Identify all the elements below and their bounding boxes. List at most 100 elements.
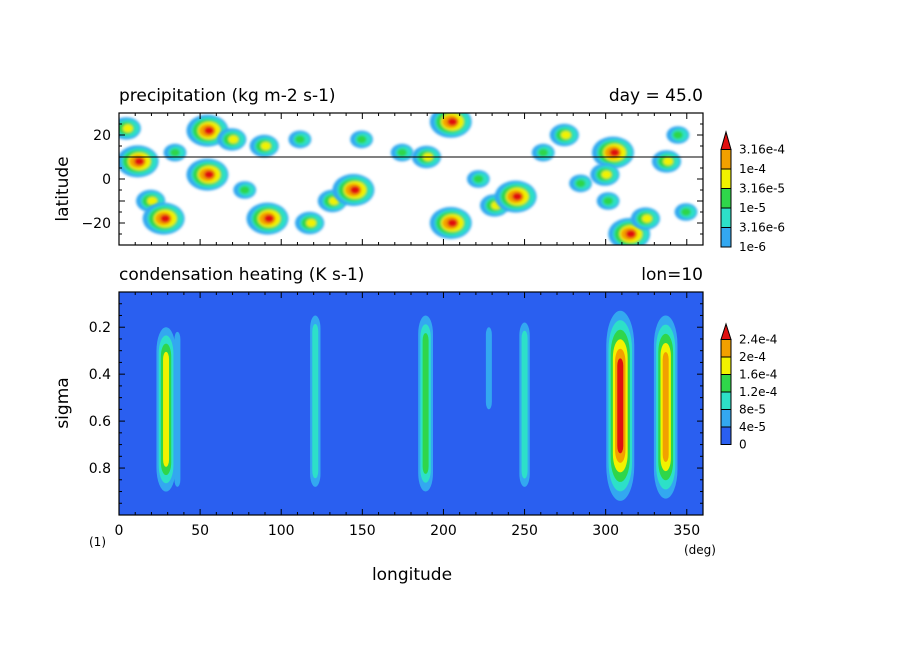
heating-column — [174, 331, 181, 487]
heating-contour-level-5 — [662, 352, 669, 462]
figure-label: (1) — [89, 535, 106, 549]
precip-contour-level-2 — [538, 148, 549, 157]
colorbar-swatch — [720, 426, 732, 445]
precip-cell — [674, 203, 698, 221]
precip-cell — [295, 211, 325, 235]
colorbar-label: 2.4e-4 — [739, 333, 777, 347]
precip-contour-level-2 — [575, 179, 586, 188]
top-ylabel: latitude — [53, 156, 73, 221]
precip-cell — [531, 143, 555, 162]
precip-contour-level-5 — [204, 126, 215, 135]
precip-contour-level-5 — [350, 186, 361, 194]
bottom-plot-background — [119, 292, 703, 515]
colorbar-swatch — [720, 409, 732, 428]
y-tick-label: −20 — [81, 216, 111, 232]
colorbar-swatch — [720, 322, 732, 340]
precip-contour-level-2 — [473, 175, 484, 183]
x-tick-label: 200 — [430, 523, 457, 539]
precip-cell — [288, 130, 312, 149]
precip-cell — [596, 192, 620, 210]
x-tick-label: 0 — [115, 523, 124, 539]
y-tick-label: 0.6 — [89, 414, 111, 430]
precip-cell — [466, 170, 490, 188]
precip-contour-level-2 — [294, 135, 305, 144]
precip-cell — [390, 143, 414, 162]
bottom-axis-ticks: 0.2 0.4 0.6 0.8 0 50 100 150 200 250 300 350 — [89, 292, 704, 539]
precip-cell — [666, 126, 690, 144]
y-tick-label: 0.2 — [89, 320, 111, 336]
precip-cell — [163, 143, 187, 162]
heating-column — [485, 327, 492, 410]
precip-contour-level-3 — [260, 142, 271, 150]
precip-cell — [246, 202, 289, 235]
bottom-xunit: (deg) — [684, 543, 716, 557]
precip-contour-level-2 — [169, 148, 180, 157]
colorbar-label: 3.16e-4 — [739, 143, 785, 157]
precip-contour-level-5 — [625, 230, 636, 238]
precip-cell — [591, 136, 634, 169]
precip-contour-level-3 — [601, 170, 612, 179]
precip-contour-level-3 — [560, 131, 571, 139]
precip-cell — [217, 128, 247, 151]
bottom-ylabel: sigma — [53, 377, 73, 428]
colorbar-label: 3.16e-6 — [739, 221, 785, 235]
y-tick-label: 0.8 — [89, 461, 111, 477]
colorbar-label: 2e-4 — [739, 350, 766, 364]
heating-contour-level-2 — [521, 330, 528, 479]
precip-contour-level-2 — [356, 135, 367, 144]
precip-contour-level-5 — [609, 148, 620, 157]
heating-contour-level-2 — [312, 324, 319, 479]
heating-column — [418, 315, 433, 492]
colorbar-label: 8e-5 — [739, 403, 766, 417]
heating-contour-level-1 — [174, 331, 181, 487]
heating-contour-level-6 — [617, 358, 624, 454]
heating-column — [653, 315, 678, 499]
precip-cell — [119, 145, 159, 178]
precip-cell — [429, 113, 472, 138]
precip-cell — [494, 180, 537, 213]
colorbar-swatch — [720, 374, 732, 393]
precip-contour-level-5 — [264, 214, 275, 223]
colorbar-swatch — [720, 207, 732, 228]
heating-column — [156, 327, 176, 492]
heating-contour-level-3 — [422, 333, 429, 474]
colorbar-label: 1.2e-4 — [739, 385, 777, 399]
colorbar-label: 3.16e-5 — [739, 182, 785, 196]
heating-column — [519, 322, 530, 487]
precip-cell — [630, 207, 661, 230]
precip-cell — [429, 207, 472, 239]
colorbar-swatch — [720, 130, 732, 150]
colorbar-label: 1e-5 — [739, 201, 766, 215]
precip-contour-level-3 — [306, 219, 317, 227]
bottom-xlabel: longitude — [372, 565, 452, 585]
precip-cell — [651, 150, 682, 173]
colorbar-label: 1.6e-4 — [739, 368, 777, 382]
y-tick-label: 0 — [102, 172, 111, 188]
precip-contour-level-3 — [147, 197, 158, 205]
precip-contour-level-5 — [134, 157, 145, 166]
bottom-colorbar: 0 4e-5 8e-5 1.2e-4 1.6e-4 2e-4 2.4e-4 — [720, 322, 777, 452]
colorbar-label: 1e-6 — [739, 240, 766, 254]
precip-cell — [332, 174, 375, 206]
x-tick-label: 50 — [191, 523, 209, 539]
precip-cell — [590, 163, 620, 186]
heating-contour-level-1 — [485, 327, 492, 410]
precip-contour-level-3 — [228, 135, 239, 144]
colorbar-swatch — [720, 339, 732, 358]
precip-cell — [249, 134, 279, 158]
precip-contour-level-5 — [447, 219, 458, 227]
precip-contour-level-3 — [663, 157, 674, 166]
x-tick-label: 350 — [673, 523, 700, 539]
precip-cell — [142, 202, 185, 235]
colorbar-label: 4e-5 — [739, 420, 766, 434]
precip-cell — [119, 117, 141, 140]
precip-contour-level-5 — [160, 214, 171, 223]
heating-contour-level-4 — [163, 351, 170, 467]
precip-contour-level-3 — [122, 124, 133, 133]
precip-contour-level-3 — [642, 214, 653, 223]
bottom-annotation: lon=10 — [641, 265, 703, 285]
colorbar-swatch — [720, 227, 732, 248]
top-title: precipitation (kg m-2 s-1) — [119, 86, 336, 106]
